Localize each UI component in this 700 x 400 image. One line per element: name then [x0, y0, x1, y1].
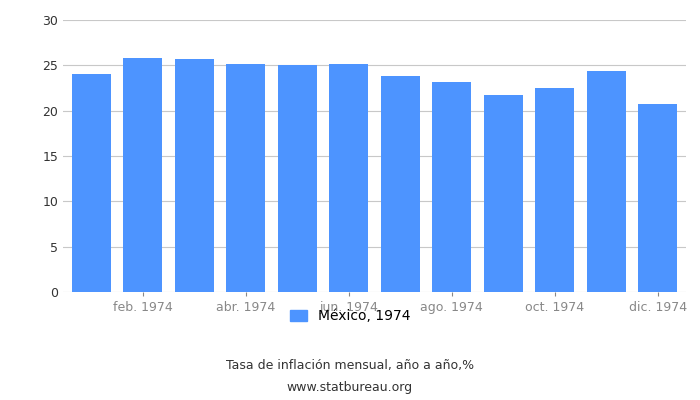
- Bar: [227, 64, 265, 292]
- Bar: [72, 74, 111, 292]
- Bar: [123, 58, 162, 292]
- Legend: México, 1974: México, 1974: [290, 309, 410, 323]
- Bar: [638, 104, 677, 292]
- Bar: [484, 95, 522, 292]
- Bar: [330, 64, 368, 292]
- Text: Tasa de inflación mensual, año a año,%: Tasa de inflación mensual, año a año,%: [226, 360, 474, 372]
- Bar: [175, 59, 214, 292]
- Bar: [587, 71, 626, 292]
- Bar: [278, 65, 316, 292]
- Bar: [536, 88, 574, 292]
- Text: www.statbureau.org: www.statbureau.org: [287, 382, 413, 394]
- Bar: [433, 82, 471, 292]
- Bar: [381, 76, 419, 292]
